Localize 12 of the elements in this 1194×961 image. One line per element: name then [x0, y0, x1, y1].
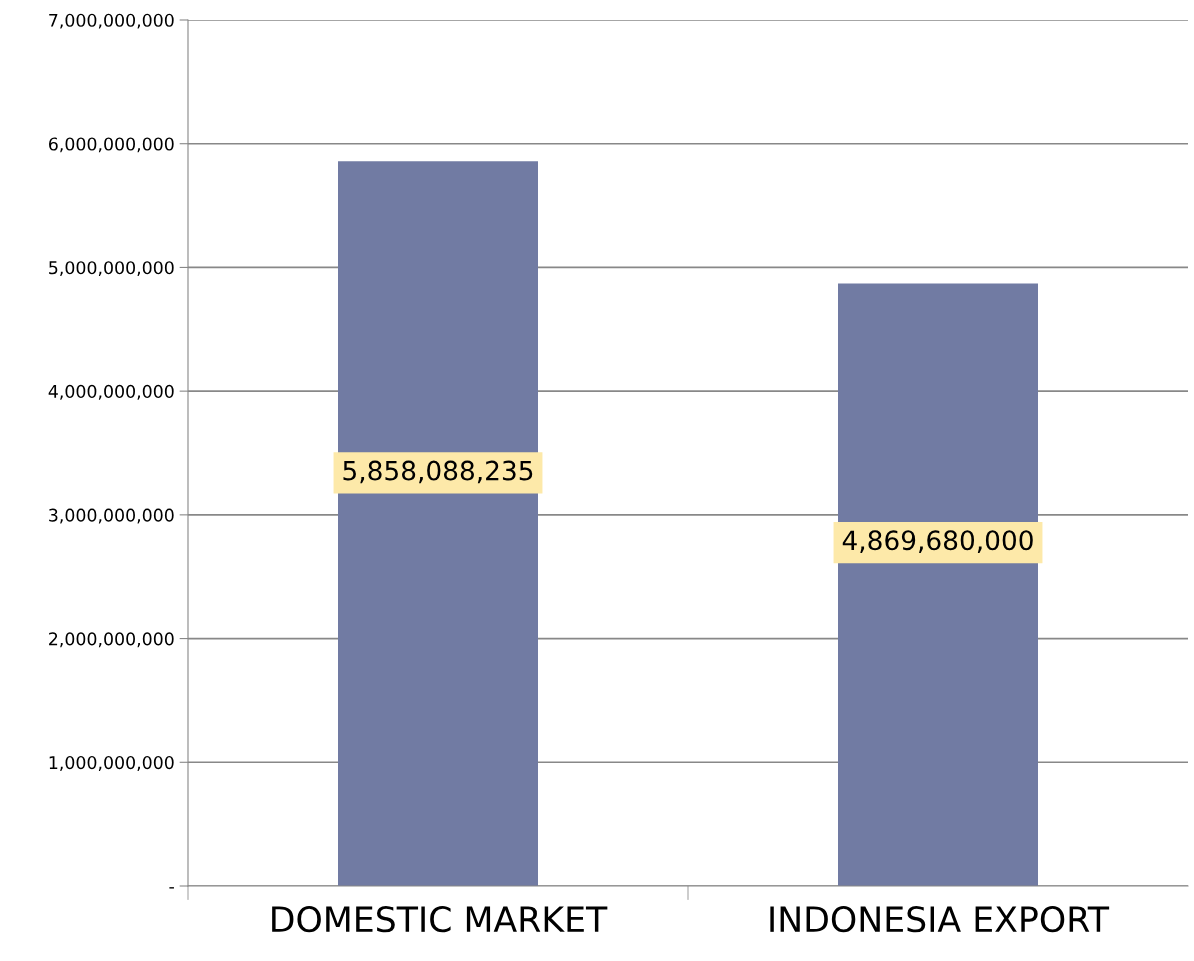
y-tick-label: 1,000,000,000 — [49, 756, 174, 771]
y-tick-label: 7,000,000,000 — [49, 13, 174, 29]
y-tick-label: 2,000,000,000 — [49, 632, 174, 648]
x-tick-label: INDONESIA EXPORT — [770, 906, 1110, 933]
y-tick-label: 3,000,000,000 — [49, 508, 174, 524]
y-tick-label: - — [169, 887, 174, 889]
y-tick-label: 6,000,000,000 — [49, 137, 174, 153]
data-label: 4,869,680,000 — [842, 530, 1033, 553]
x-tick-label: DOMESTIC MARKET — [272, 906, 608, 933]
y-tick-label: 5,000,000,000 — [49, 261, 174, 277]
y-tick-label: 4,000,000,000 — [48, 384, 174, 400]
data-label: 5,858,088,235 — [343, 460, 533, 484]
